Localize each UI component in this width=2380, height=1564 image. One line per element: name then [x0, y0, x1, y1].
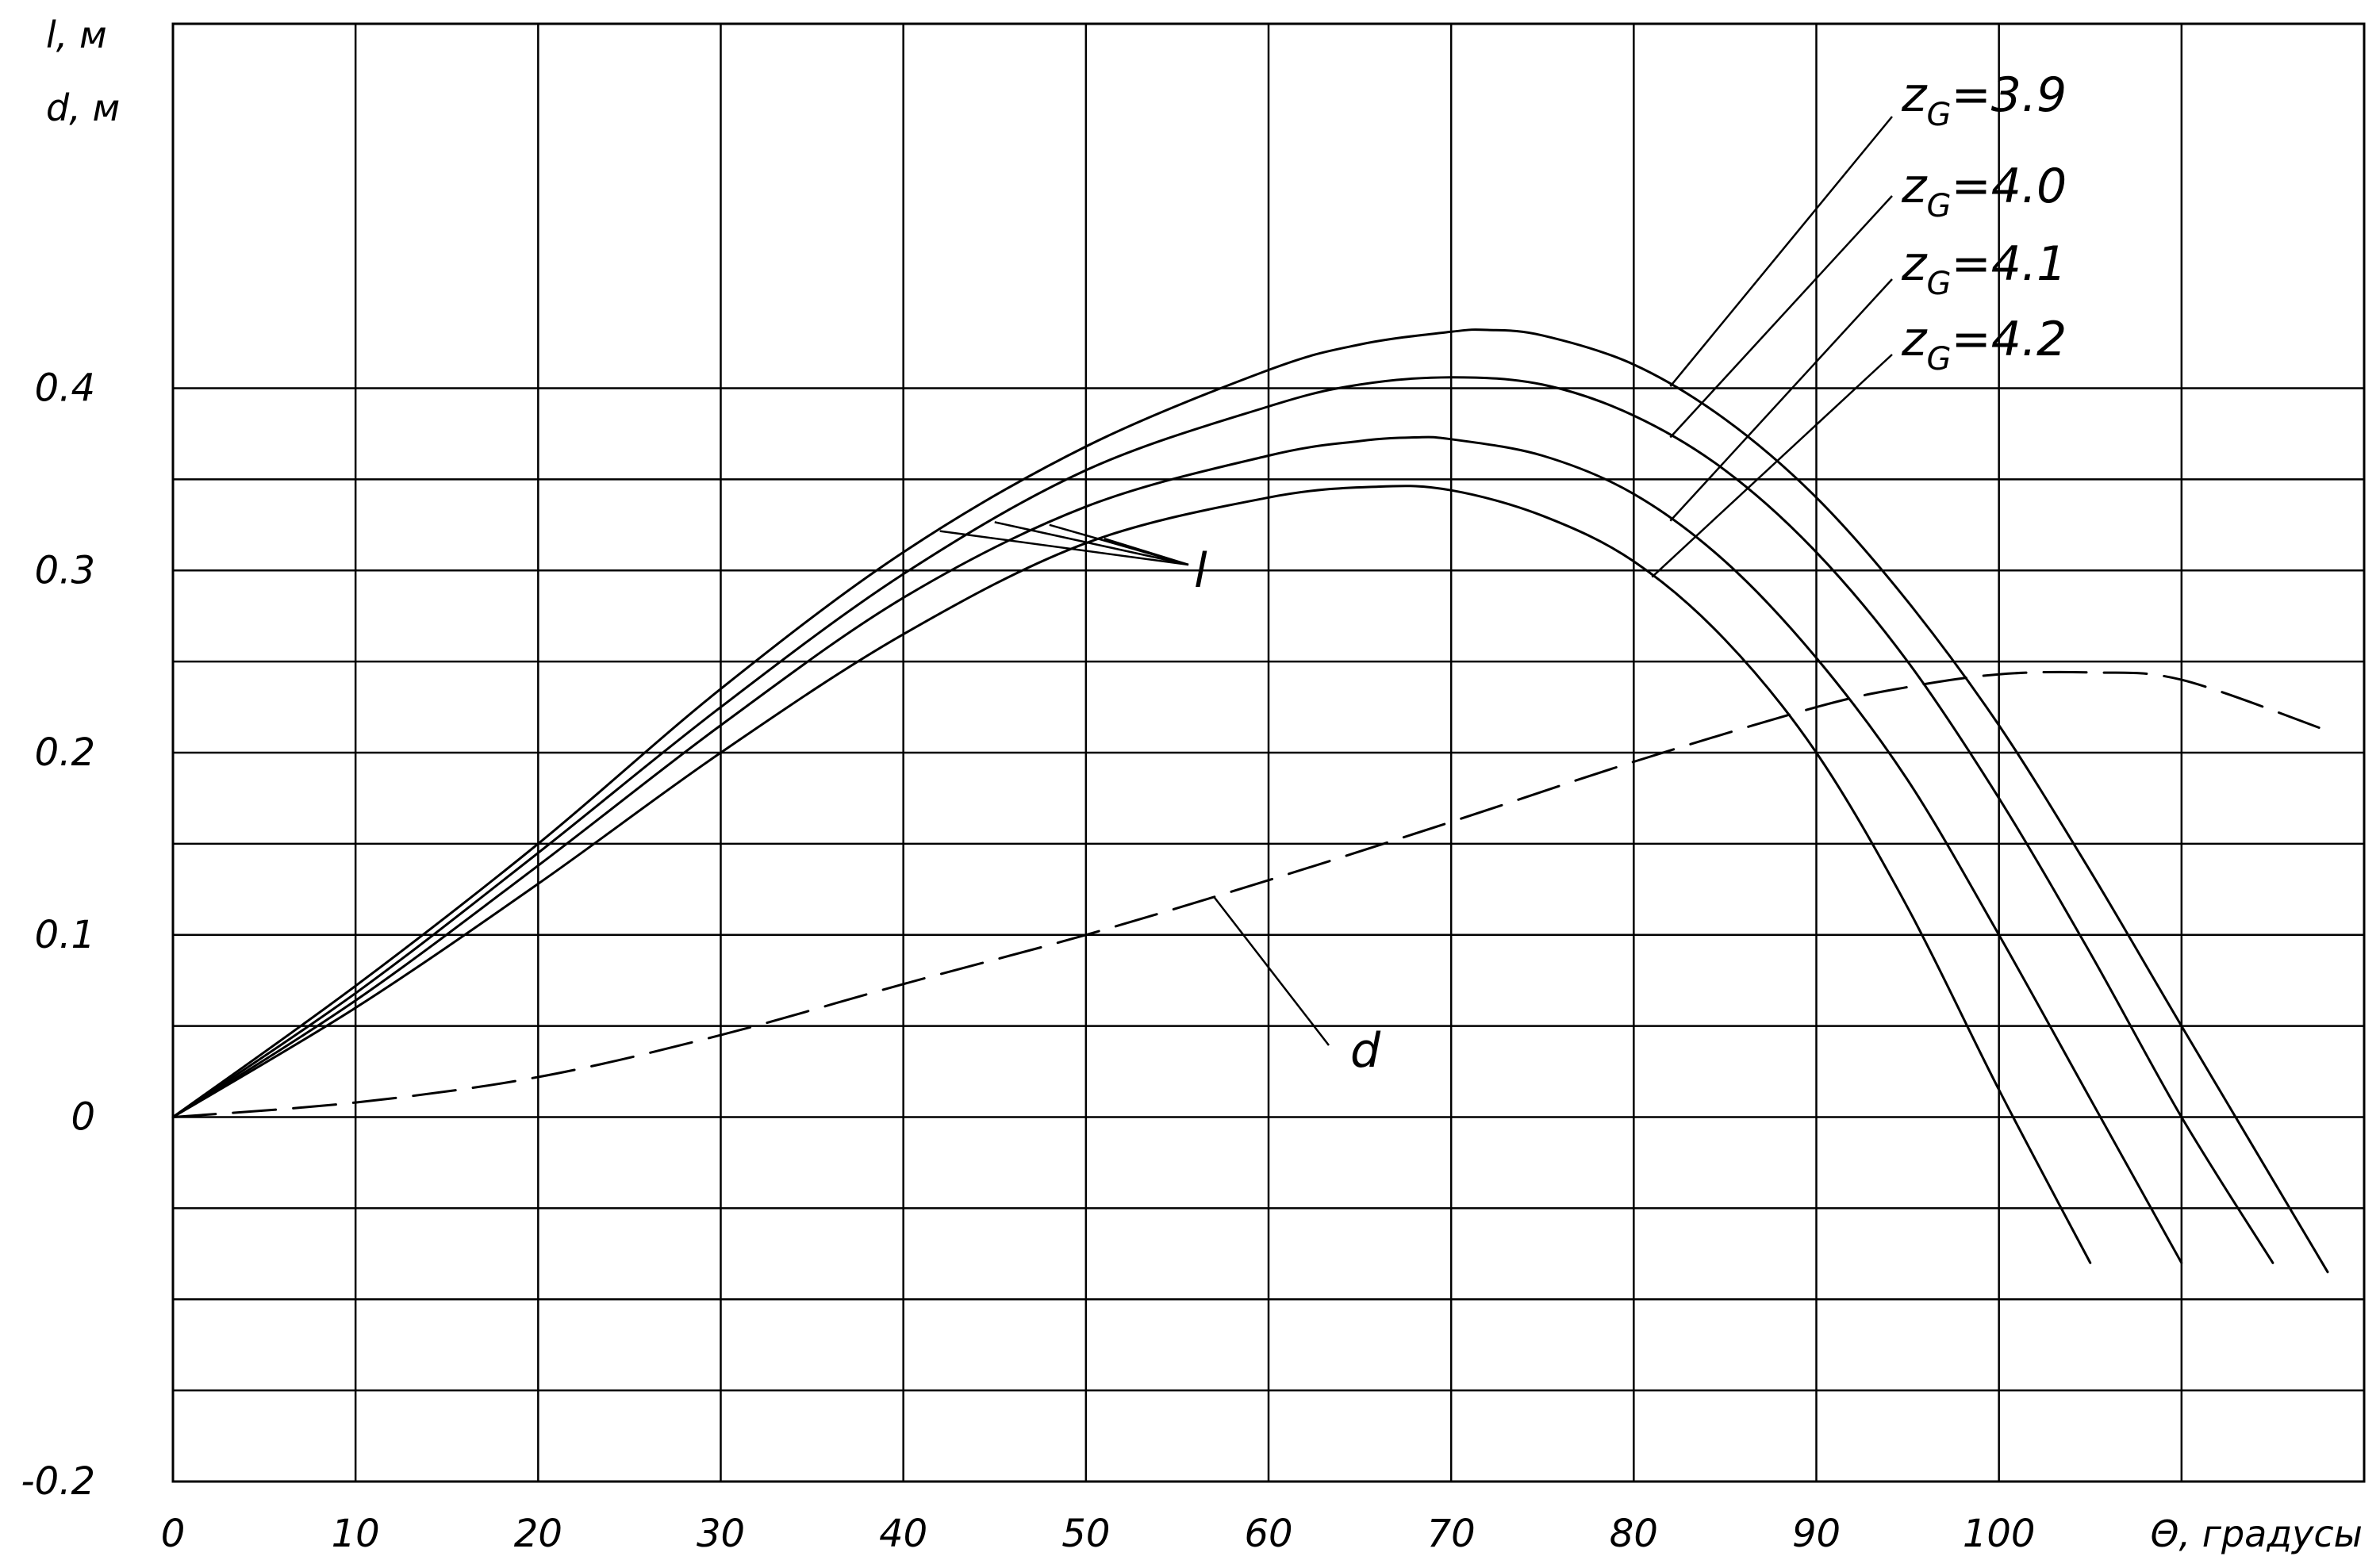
leader-zg42 [1651, 354, 1893, 578]
y-tick-label: 0.1 [35, 913, 95, 957]
x-tick-label: 10 [332, 1512, 380, 1556]
leader-zg40 [1669, 195, 1893, 439]
leader-zg39 [1669, 116, 1893, 387]
y-axis-title: l, м [46, 13, 107, 56]
series-line-zg40 [171, 376, 2274, 1264]
series-line-d [171, 670, 2329, 1118]
leader-l [994, 521, 1189, 566]
series-line-zg39 [171, 328, 2329, 1274]
leader-l [1104, 537, 1189, 566]
series-label-zg41: zG=4.1 [1901, 236, 2067, 302]
x-tick-label: 30 [697, 1512, 745, 1556]
x-tick-label: 100 [1963, 1512, 2036, 1556]
leader-lines [939, 116, 1893, 1046]
x-tick-label: 20 [514, 1512, 562, 1556]
series-label-zg42: zG=4.2 [1901, 312, 2067, 378]
x-tick-label: 50 [1061, 1512, 1110, 1556]
y-axis-title: d, м [46, 86, 120, 129]
leader-l [939, 530, 1189, 566]
labels: 0 10 20 30 40 50 60 70 80 90 100 Θ, градусы -0.2 0 0.1… [21, 13, 2363, 1556]
y-tick-label: 0.3 [35, 548, 95, 592]
y-tick-label: -0.2 [21, 1459, 95, 1504]
grid [171, 22, 2366, 1483]
x-tick-label: 0 [161, 1512, 186, 1556]
x-axis-title: Θ, градусы [2150, 1512, 2363, 1555]
series-line-zg42 [171, 485, 2092, 1264]
series-label-zg39: zG=3.9 [1901, 67, 2067, 133]
x-tick-label: 80 [1610, 1512, 1658, 1556]
series-line-zg41 [171, 435, 2183, 1264]
series-label-zg40: zG=4.0 [1901, 159, 2067, 224]
y-tick-label: 0.2 [35, 730, 95, 775]
annotation-l: l [1194, 543, 1207, 599]
leader-d [1212, 895, 1330, 1046]
leader-zg41 [1669, 278, 1893, 522]
x-tick-label: 70 [1427, 1512, 1476, 1556]
annotation-d: d [1350, 1023, 1381, 1079]
x-tick-label: 60 [1244, 1512, 1292, 1556]
plot-frame [171, 22, 2366, 1483]
y-tick-label: 0 [71, 1095, 95, 1140]
x-tick-label: 90 [1792, 1512, 1841, 1556]
series-group [171, 328, 2329, 1274]
y-tick-label: 0.4 [35, 366, 95, 411]
x-tick-label: 40 [879, 1512, 927, 1556]
